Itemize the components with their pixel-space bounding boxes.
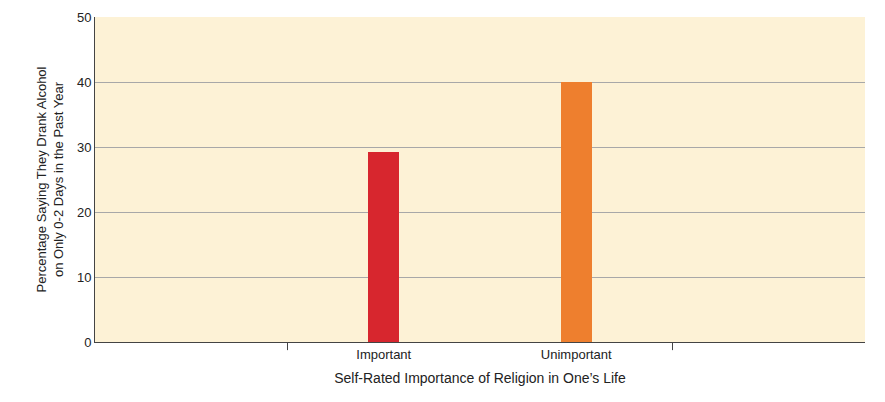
svg-text:20: 20 xyxy=(77,205,91,220)
svg-text:Self-Rated Importance of Relig: Self-Rated Importance of Religion in One… xyxy=(334,370,626,386)
svg-text:Percentage Saying They Drank A: Percentage Saying They Drank Alcoholon O… xyxy=(34,66,66,292)
svg-text:Important: Important xyxy=(356,347,411,362)
svg-text:Unimportant: Unimportant xyxy=(541,347,612,362)
svg-text:0: 0 xyxy=(84,335,91,350)
svg-text:10: 10 xyxy=(77,270,91,285)
svg-text:40: 40 xyxy=(77,75,91,90)
svg-text:50: 50 xyxy=(77,10,91,25)
svg-text:30: 30 xyxy=(77,140,91,155)
